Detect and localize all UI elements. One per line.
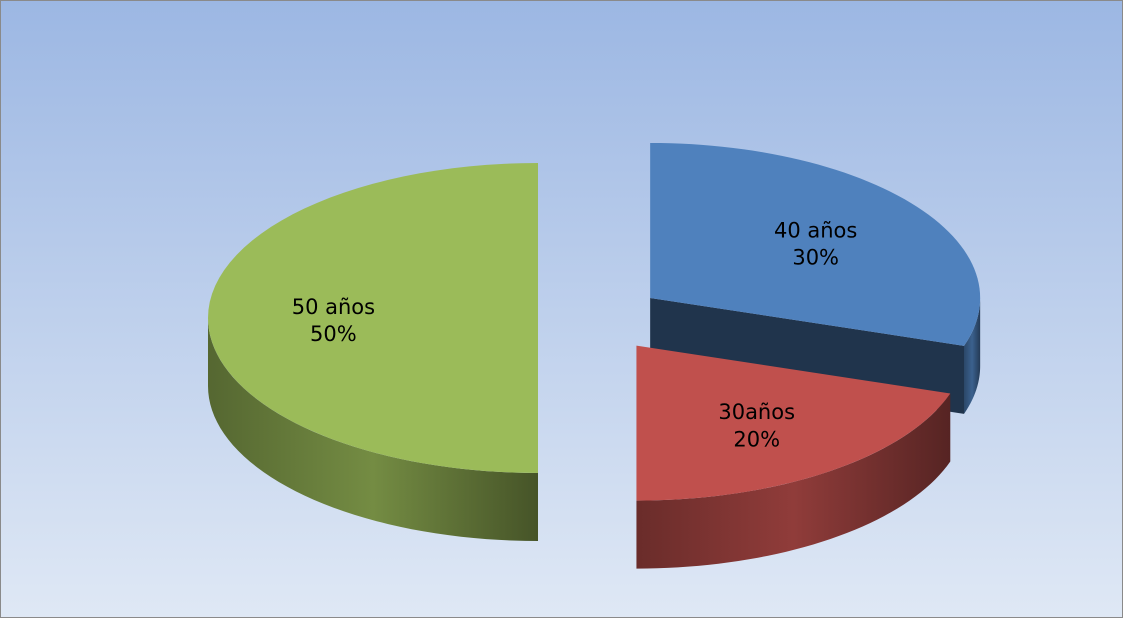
slice: 30años 20% [636,345,951,569]
data-label-category: 30años [718,400,795,424]
slice-side [636,393,951,569]
data-label: 50 años 50% [292,295,375,346]
slice [650,142,981,346]
plot: 40 años 30% 30años 20% 50 años 50% [208,142,981,569]
slice-side [964,297,981,414]
data-label-value: 50% [310,322,357,346]
slice-side [208,318,538,541]
slice [636,345,951,501]
data-label: 40 años 30% [774,218,857,269]
data-label-value: 20% [733,427,780,451]
data-label-category: 40 años [774,218,857,242]
data-label-category: 50 años [292,295,375,319]
slice [208,163,538,473]
data-label: 30años 20% [718,400,795,451]
data-label-value: 30% [792,246,839,270]
slice: 50 años 50% [208,163,538,541]
